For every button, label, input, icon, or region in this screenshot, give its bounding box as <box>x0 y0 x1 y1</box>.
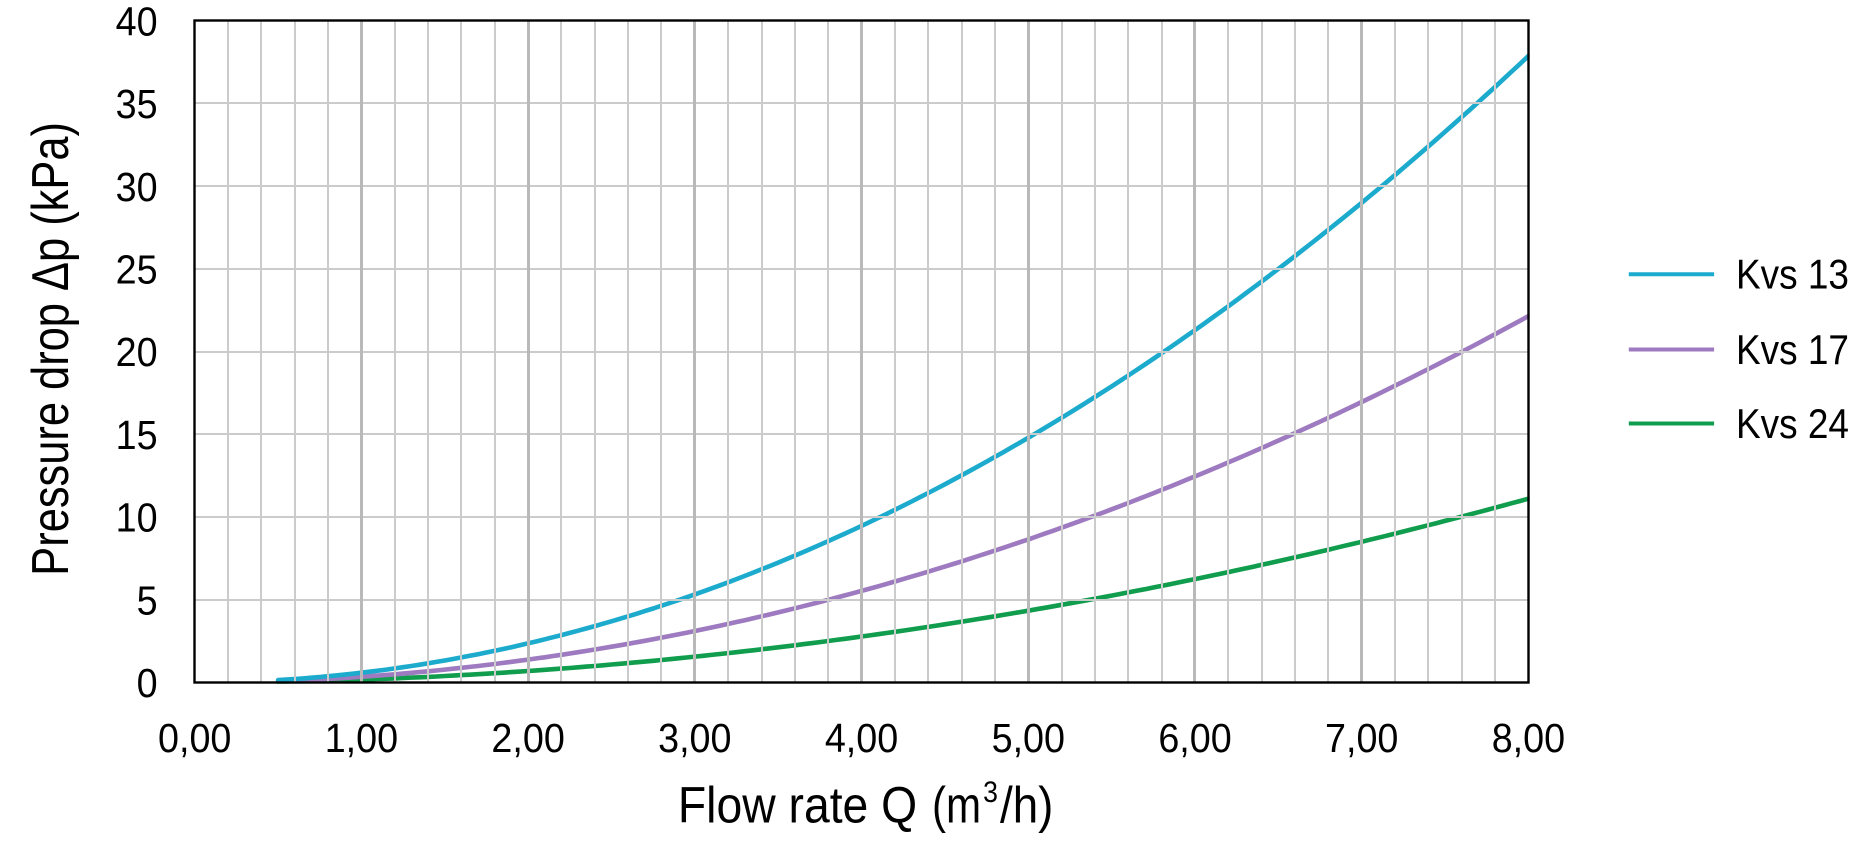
svg-text:15: 15 <box>116 412 158 458</box>
svg-text:(m: (m <box>932 777 981 834</box>
svg-text:3,00: 3,00 <box>658 716 731 762</box>
svg-text:7,00: 7,00 <box>1325 716 1398 762</box>
svg-text:1,00: 1,00 <box>325 716 398 762</box>
svg-text:0: 0 <box>137 661 158 707</box>
svg-text:3: 3 <box>983 776 998 808</box>
svg-text:0,00: 0,00 <box>158 716 231 762</box>
svg-text:5,00: 5,00 <box>992 716 1065 762</box>
svg-text:30: 30 <box>116 164 158 210</box>
svg-text:Pressure drop Δp (kPa): Pressure drop Δp (kPa) <box>23 122 81 576</box>
svg-text:6,00: 6,00 <box>1158 716 1231 762</box>
svg-text:40: 40 <box>116 0 158 45</box>
svg-text:20: 20 <box>116 330 158 376</box>
svg-text:2,00: 2,00 <box>491 716 564 762</box>
svg-text:Kvs 13: Kvs 13 <box>1736 251 1849 298</box>
svg-text:/h): /h) <box>1000 777 1053 834</box>
svg-text:4,00: 4,00 <box>825 716 898 762</box>
svg-text:35: 35 <box>116 82 158 128</box>
svg-text:25: 25 <box>116 247 158 293</box>
svg-text:Kvs 17: Kvs 17 <box>1736 327 1849 374</box>
svg-text:10: 10 <box>116 495 158 541</box>
svg-text:8,00: 8,00 <box>1492 716 1565 762</box>
svg-text:Flow rate Q: Flow rate Q <box>678 777 917 834</box>
svg-text:5: 5 <box>137 578 158 624</box>
svg-text:Kvs 24: Kvs 24 <box>1736 401 1849 448</box>
